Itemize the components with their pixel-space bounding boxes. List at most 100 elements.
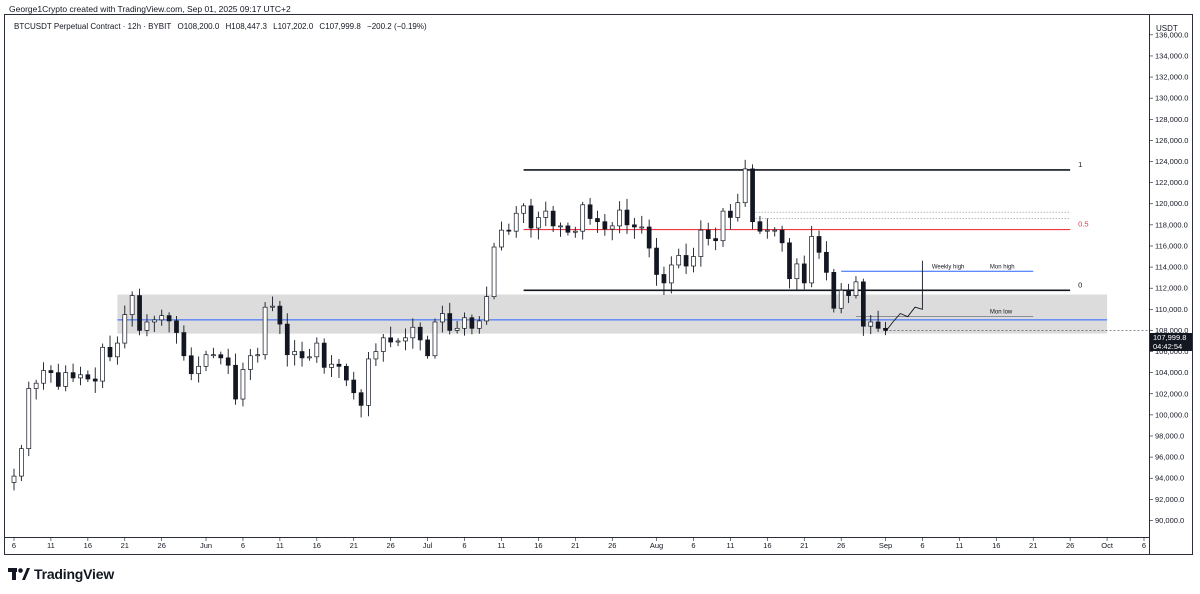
x-tick-label: 6 (241, 541, 245, 550)
x-tick-label: 16 (763, 541, 771, 550)
candle-body (92, 378, 98, 382)
candle-body (233, 364, 238, 400)
candle-body (292, 351, 298, 356)
candle-body (602, 221, 608, 230)
candle-body (528, 205, 534, 229)
candle-body (144, 321, 150, 331)
weekly-high-label: Weekly high (932, 264, 965, 270)
candle-body (388, 337, 394, 343)
candle-body (26, 388, 32, 450)
y-tick-label: 110,000.0 (1155, 305, 1188, 314)
x-tick-label: 26 (1066, 541, 1074, 550)
x-tick-label: Oct (1101, 541, 1114, 550)
candle-body (284, 323, 290, 356)
y-tick-label: 112,000.0 (1155, 284, 1188, 293)
y-tick-label: 90,000.0 (1155, 516, 1184, 525)
candle-body (151, 319, 157, 323)
candle-body (550, 210, 556, 227)
y-tick-label: 98,000.0 (1155, 431, 1184, 440)
candle-body (358, 392, 364, 406)
candle-body (676, 255, 682, 266)
symbol-legend[interactable]: BTCUSDT Perpetual Contract · 12h · BYBIT… (14, 22, 431, 31)
candle-body (609, 225, 615, 230)
candle-body (225, 357, 231, 366)
y-tick-label: 124,000.0 (1155, 157, 1188, 166)
y-tick-label: 96,000.0 (1155, 453, 1184, 462)
candle-body (78, 374, 83, 379)
candle-body (698, 229, 704, 257)
x-tick-label: 11 (727, 541, 735, 550)
projection-path (885, 260, 923, 332)
candle-body (595, 218, 600, 223)
candle-body (454, 327, 460, 331)
candle-body (853, 281, 859, 296)
candle-body (683, 255, 689, 267)
candle-body (824, 251, 829, 273)
candle-body (750, 168, 755, 223)
candle-body (491, 246, 497, 297)
candle-body (277, 305, 283, 325)
candle-body (247, 355, 253, 370)
candle-body (779, 229, 785, 244)
candle-body (846, 289, 851, 296)
last-price: 107,999.8 (1153, 333, 1187, 342)
candle-body (506, 229, 512, 232)
tradingview-logo-icon (8, 568, 30, 580)
candle-body (772, 229, 778, 232)
y-tick-label: 130,000.0 (1155, 94, 1188, 103)
x-tick-label: 16 (313, 541, 321, 550)
candle-body (262, 306, 268, 356)
currency-label[interactable]: USDT (1156, 24, 1178, 33)
support-zone (117, 294, 1108, 334)
last-price-tag: 107,999.8 04:42:54 (1150, 333, 1192, 351)
candle-body (632, 224, 637, 228)
candle-body (329, 363, 334, 368)
candle-body (705, 229, 711, 239)
candle-body (196, 365, 201, 375)
candle-body (48, 370, 54, 373)
candle-body (351, 379, 357, 394)
candle-body (218, 354, 224, 359)
chart-frame[interactable] (4, 14, 1193, 555)
x-tick-label: 11 (498, 541, 506, 550)
tradingview-logo[interactable]: TradingView (8, 566, 114, 582)
ohlc-change: −200.2 (−0.19%) (367, 22, 427, 31)
y-tick-label: 92,000.0 (1155, 495, 1184, 504)
x-tick-label: 6 (691, 541, 695, 550)
x-tick-label: 11 (955, 541, 963, 550)
ohlc-high: H108,447.3 (225, 22, 267, 31)
mon-low-label: Mon low (990, 310, 1013, 316)
ohlc-low: L107,202.0 (273, 22, 314, 31)
candle-body (137, 295, 142, 331)
candle-body (70, 372, 76, 379)
candle-body (270, 305, 275, 308)
candle-body (661, 274, 667, 284)
fib-label-05: 0.5 (1078, 220, 1088, 229)
tradingview-logo-text: TradingView (34, 566, 115, 582)
x-tick-label: 16 (84, 541, 92, 550)
y-tick-label: 104,000.0 (1155, 368, 1188, 377)
x-tick-label: 11 (47, 541, 55, 550)
candle-body (624, 209, 630, 226)
candle-body (536, 217, 541, 229)
candle-body (321, 342, 327, 368)
candle-body (801, 263, 807, 284)
y-tick-label: 128,000.0 (1155, 115, 1188, 124)
candle-body (639, 226, 645, 229)
candle-body (395, 340, 401, 343)
candle-body (794, 263, 800, 280)
candle-body (203, 354, 209, 367)
candle-body (484, 296, 490, 322)
candle-body (742, 168, 748, 204)
candle-body (417, 326, 423, 341)
candle-body (735, 202, 741, 218)
candle-body (587, 204, 593, 219)
symbol-title[interactable]: BTCUSDT Perpetual Contract · 12h · BYBIT (14, 22, 172, 31)
candle-body (432, 321, 438, 357)
candle-body (410, 326, 416, 339)
candle-body (580, 204, 586, 232)
candle-body (469, 317, 475, 329)
fib-label-0: 0 (1078, 280, 1082, 289)
candle-body (373, 351, 379, 360)
